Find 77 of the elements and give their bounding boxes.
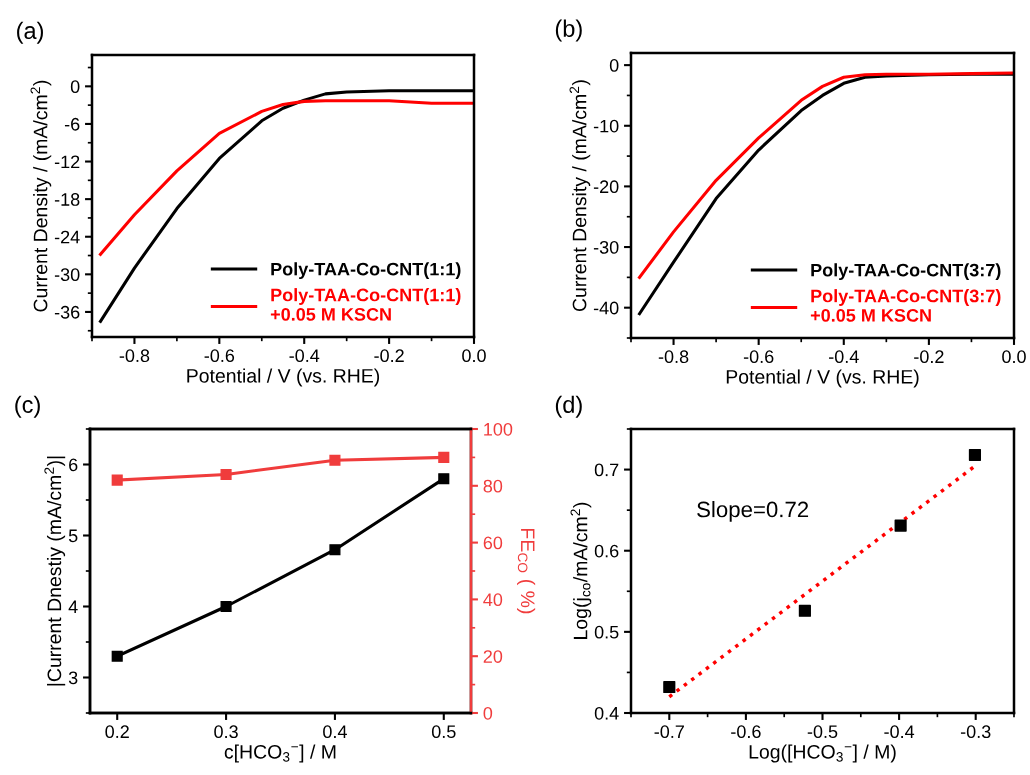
point — [329, 544, 341, 556]
y-axis-title: Current Density / (mA/cm$^{2}$) — [569, 80, 591, 312]
x-axis-title: Potential / V (vs. RHE) — [187, 368, 380, 387]
point — [111, 650, 123, 662]
y2-tick-label: 60 — [483, 536, 503, 550]
y2-tick-label: 40 — [483, 593, 503, 607]
y-tick-label: 0 — [70, 80, 80, 94]
legend-label: Poly-TAA-Co-CNT(3:7) — [811, 263, 1001, 281]
legend-label: Poly-TAA-Co-CNT(3:7) +0.05 M KSCN — [810, 289, 1001, 322]
chart-title: (b) — [555, 19, 582, 42]
y2-tick-label: 20 — [483, 650, 503, 663]
y-tick-label: 3 — [68, 671, 78, 685]
line-series — [637, 71, 1014, 279]
y-axis-title: Log(j$_{co}$/mA/cm$^{2}$) — [570, 502, 592, 639]
y-axis-title: |Current Dnestiy (mA/cm$^{2}$)| — [44, 456, 66, 686]
y2-axis-title: FE$_{CO}$ ( %) — [517, 529, 536, 614]
x-tick-label: 0.4 — [323, 725, 347, 739]
x-tick-label: -0.6 — [743, 350, 774, 364]
x-tick-label: -0.8 — [658, 350, 689, 364]
x-tick-label: -0.2 — [914, 350, 944, 364]
x-tick-label: -0.3 — [960, 725, 991, 739]
y-tick-label: -10 — [593, 119, 619, 133]
y-tick-label: 0.7 — [594, 463, 619, 477]
point — [220, 600, 232, 613]
y-tick-label: -20 — [593, 180, 619, 194]
chart-title: (d) — [555, 395, 582, 418]
y-tick-label: 0.5 — [594, 625, 619, 639]
point — [968, 448, 982, 462]
x-tick-label: -0.5 — [807, 725, 838, 739]
legend-label: Poly-TAA-Co-CNT(1:1) +0.05 M KSCN — [270, 288, 461, 321]
y-tick-label: -40 — [593, 301, 619, 315]
y2-tick-label: 100 — [484, 422, 513, 436]
y-tick-label: 0.4 — [594, 706, 619, 720]
x-tick-label: 0.0 — [1002, 350, 1026, 364]
point — [111, 474, 123, 486]
chart-title: (a) — [17, 21, 43, 44]
x-axis-title: c[HCO$_{3}$$^{−}$] / M — [224, 744, 336, 763]
chart-title: (c) — [15, 395, 40, 418]
x-tick-label: -0.2 — [374, 349, 404, 363]
point — [894, 519, 907, 532]
y-tick-label: 0.6 — [594, 544, 619, 558]
y-tick-label: -30 — [593, 240, 619, 254]
y-tick-label: -12 — [54, 155, 80, 169]
y-tick-label: 6 — [69, 458, 78, 472]
y2-tick-label: 0 — [483, 706, 493, 720]
y-tick-label: 0 — [609, 59, 619, 72]
y-tick-label: -30 — [54, 268, 80, 282]
point — [220, 468, 232, 480]
x-tick-label: -0.6 — [204, 349, 235, 363]
y-tick-label: 4 — [68, 600, 78, 614]
x-tick-label: -0.4 — [829, 350, 859, 364]
x-tick-label: 0.3 — [214, 725, 238, 739]
x-tick-label: -0.4 — [884, 725, 915, 739]
y2-tick-label: 80 — [483, 479, 503, 493]
point — [663, 680, 676, 694]
x-tick-label: 0.5 — [431, 725, 456, 739]
x-tick-label: -0.6 — [731, 725, 761, 739]
x-tick-label: -0.8 — [119, 349, 150, 363]
point — [329, 454, 341, 466]
y-tick-label: -36 — [54, 305, 80, 319]
y-tick-label: -18 — [54, 193, 80, 206]
legend-label: Poly-TAA-Co-CNT(1:1) — [271, 262, 461, 280]
y-tick-label: 5 — [68, 529, 78, 543]
annotation: Slope=0.72 — [697, 501, 809, 522]
x-tick-label: -0.7 — [654, 725, 684, 739]
point — [438, 451, 450, 463]
point — [798, 604, 811, 617]
point — [438, 473, 450, 485]
x-axis-title: Log([HCO$_{3}$$^{−}$] / M) — [749, 744, 896, 763]
y-tick-label: -24 — [54, 230, 80, 244]
x-axis-title: Potential / V (vs. RHE) — [726, 369, 919, 388]
line-series — [98, 99, 474, 256]
x-tick-label: 0.0 — [462, 349, 486, 363]
y-axis-title: Current Density / (mA/cm$^{2}$) — [30, 80, 52, 312]
x-tick-label: -0.4 — [289, 349, 320, 363]
y-tick-label: -6 — [64, 117, 80, 131]
x-tick-label: 0.2 — [105, 725, 129, 739]
